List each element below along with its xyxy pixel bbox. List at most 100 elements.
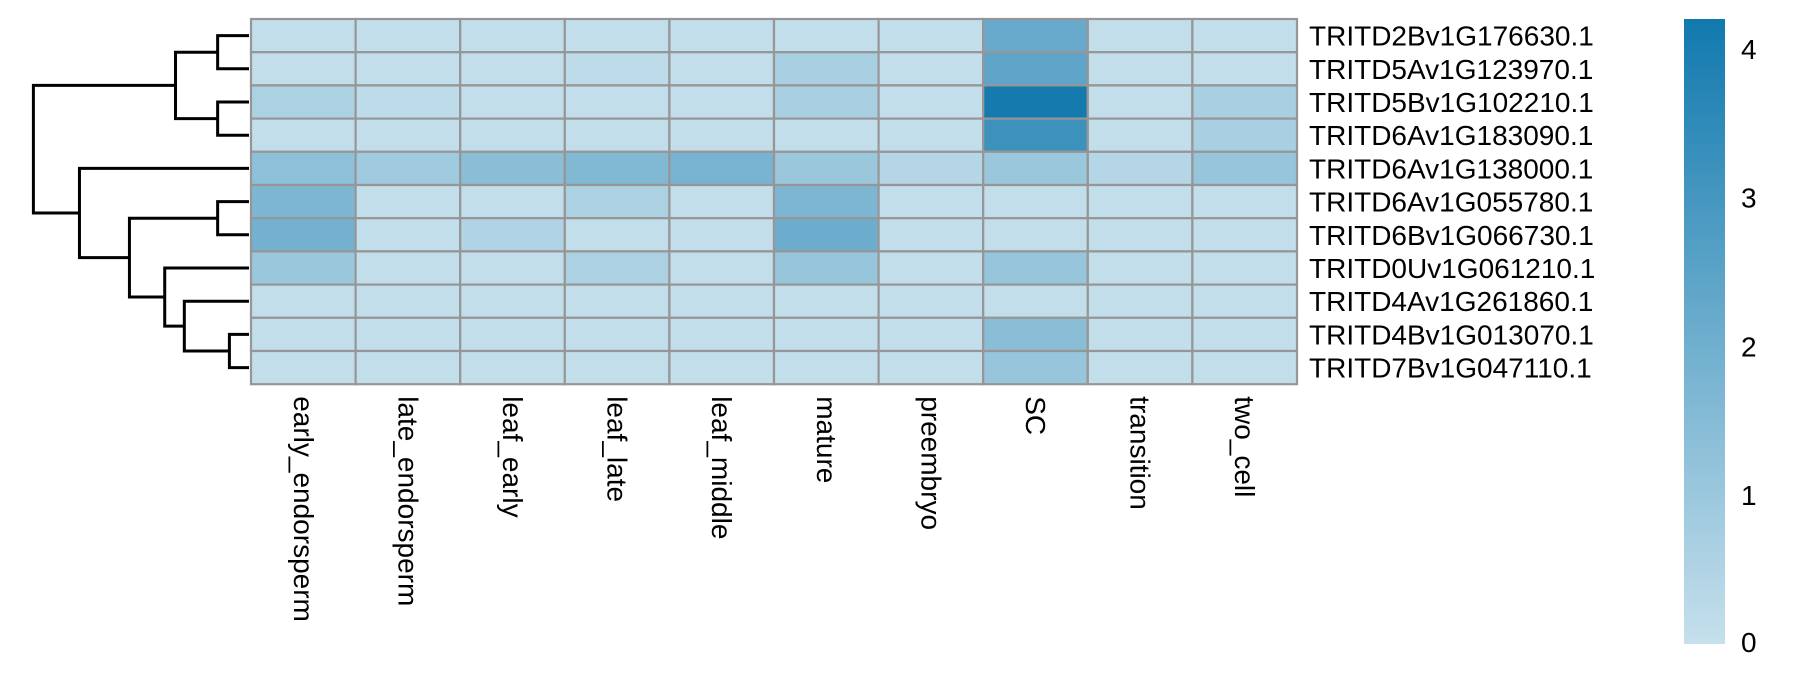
heatmap-cell — [249, 316, 357, 353]
heatmap-cell — [563, 316, 671, 353]
heatmap-cell — [877, 150, 985, 187]
legend-tick-label: 0 — [1741, 627, 1757, 658]
heatmap-cell — [563, 51, 671, 87]
heatmap-cell — [1191, 283, 1299, 319]
column-label: mature — [811, 396, 842, 483]
column-label: late_endorsperm — [392, 396, 423, 606]
heatmap-cell — [563, 349, 671, 386]
heatmap-cell — [668, 150, 776, 187]
heatmap-cell — [563, 250, 671, 286]
heatmap-cell — [877, 117, 985, 153]
heatmap-cell — [249, 17, 357, 54]
heatmap-cell — [459, 183, 566, 220]
heatmap-cell — [1086, 17, 1194, 54]
heatmap-cell — [772, 316, 880, 353]
row-label: TRITD7Bv1G047110.1 — [1309, 353, 1592, 384]
heatmap-cell — [354, 283, 462, 319]
heatmap-cell — [668, 316, 776, 353]
heatmap-cell — [772, 217, 880, 253]
dendrogram-branch — [31, 83, 176, 215]
row-label: TRITD2Bv1G176630.1 — [1309, 21, 1594, 52]
heatmap-cell — [459, 349, 566, 386]
heatmap-cell — [354, 51, 462, 87]
dendrogram-branch — [182, 299, 249, 353]
heatmap-cell — [354, 316, 462, 353]
heatmap-cell — [249, 117, 357, 153]
column-label: leaf_late — [602, 396, 633, 502]
column-label: early_endorsperm — [288, 396, 319, 622]
row-label: TRITD5Bv1G102210.1 — [1309, 87, 1594, 118]
dendrogram-branch — [216, 200, 249, 237]
row-label: TRITD6Av1G055780.1 — [1309, 187, 1593, 218]
heatmap-cell — [1086, 250, 1194, 286]
dendrogram-branch — [227, 332, 249, 370]
heatmap-cell — [982, 117, 1089, 153]
heatmap-cell — [877, 250, 985, 286]
dendrogram-branch — [163, 266, 249, 328]
heatmap-cell — [877, 51, 985, 87]
heatmap-cell — [772, 183, 880, 220]
heatmap-cell — [982, 150, 1089, 187]
heatmap-cell — [249, 217, 357, 253]
row-label: TRITD6Av1G138000.1 — [1309, 153, 1593, 184]
heatmap-cell — [459, 17, 566, 54]
heatmap-cell — [772, 117, 880, 153]
dendrogram-branch — [77, 166, 249, 260]
legend-color-bar — [1684, 19, 1725, 644]
heatmap-cell — [1191, 316, 1299, 353]
heatmap-cell — [1086, 51, 1194, 87]
heatmap-cell — [249, 150, 357, 187]
heatmap-cell — [772, 283, 880, 319]
heatmap-cell — [668, 17, 776, 54]
heatmap-cell — [1191, 84, 1299, 120]
heatmap-cell — [1086, 283, 1194, 319]
heatmap-cell — [1191, 117, 1299, 153]
row-labels: TRITD2Bv1G176630.1TRITD5Av1G123970.1TRIT… — [1309, 21, 1595, 384]
heatmap-cell — [668, 51, 776, 87]
heatmap-cell — [563, 217, 671, 253]
heatmap-cell — [459, 283, 566, 319]
heatmap-cell — [1086, 117, 1194, 153]
heatmap-cell — [563, 150, 671, 187]
row-label: TRITD0Uv1G061210.1 — [1309, 253, 1595, 284]
row-dendrogram — [31, 34, 249, 370]
heatmap-cell — [459, 150, 566, 187]
heatmap-cell — [1086, 316, 1194, 353]
heatmap-cell — [982, 217, 1089, 253]
heatmap-cell — [1086, 349, 1194, 386]
row-label: TRITD4Bv1G013070.1 — [1309, 319, 1594, 350]
legend-tick-label: 2 — [1741, 331, 1757, 362]
heatmap-cell — [877, 217, 985, 253]
heatmap-cell — [877, 283, 985, 319]
heatmap-cell — [1191, 250, 1299, 286]
heatmap-cell — [982, 51, 1089, 87]
heatmap-cell — [354, 150, 462, 187]
heatmap-cell — [354, 84, 462, 120]
heatmap-cell — [249, 51, 357, 87]
heatmap-cell — [982, 183, 1089, 220]
row-label: TRITD5Av1G123970.1 — [1309, 54, 1593, 85]
column-label: leaf_early — [497, 396, 528, 517]
heatmap-cell — [459, 316, 566, 353]
heatmap-cell — [772, 84, 880, 120]
heatmap-cell — [772, 349, 880, 386]
heatmap-cell — [249, 250, 357, 286]
column-labels: early_endorsperm late_endorsperm leaf_earl… — [288, 396, 1260, 622]
dendrogram-branch — [216, 100, 249, 137]
heatmap-cell — [1086, 84, 1194, 120]
heatmap-cell — [982, 17, 1089, 54]
heatmap-cell — [563, 283, 671, 319]
heatmap-cell — [459, 51, 566, 87]
heatmap-cell — [563, 84, 671, 120]
heatmap-cell — [668, 250, 776, 286]
heatmap-cell — [1086, 217, 1194, 253]
heatmap-cell — [877, 84, 985, 120]
dendrogram-branch — [174, 50, 218, 121]
row-label: TRITD4Av1G261860.1 — [1309, 286, 1593, 317]
heatmap-cell — [1086, 150, 1194, 187]
heatmap-cell — [563, 117, 671, 153]
heatmap-cell — [1191, 217, 1299, 253]
color-legend: 0 1 2 3 4 — [1684, 19, 1757, 658]
heatmap-cell — [877, 316, 985, 353]
